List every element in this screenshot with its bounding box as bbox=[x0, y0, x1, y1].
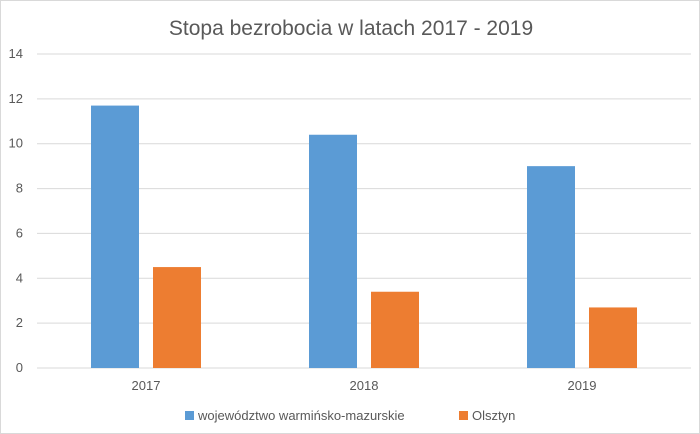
bar-2019-series-0 bbox=[527, 166, 575, 368]
y-axis-ticks: 0 2 4 6 8 10 12 14 bbox=[9, 46, 23, 375]
y-tick-label: 2 bbox=[16, 315, 23, 330]
x-tick-label: 2018 bbox=[350, 378, 379, 393]
bar-2019-series-1 bbox=[589, 307, 637, 368]
x-axis-ticks: 2017 2018 2019 bbox=[132, 378, 597, 393]
x-tick-label: 2017 bbox=[132, 378, 161, 393]
legend-label-0: województwo warmińsko-mazurskie bbox=[197, 408, 405, 423]
y-tick-label: 0 bbox=[16, 360, 23, 375]
gridlines bbox=[37, 53, 691, 369]
y-tick-label: 14 bbox=[9, 46, 23, 61]
bar-2017-series-1 bbox=[153, 267, 201, 368]
chart-title: Stopa bezrobocia w latach 2017 - 2019 bbox=[169, 17, 533, 40]
bar-2018-series-0 bbox=[309, 134, 357, 368]
y-tick-label: 8 bbox=[16, 181, 23, 196]
y-tick-label: 6 bbox=[16, 225, 23, 240]
legend-label-1: Olsztyn bbox=[472, 408, 515, 423]
legend: województwo warmińsko-mazurskie Olsztyn bbox=[185, 408, 515, 423]
bar-2017-series-0 bbox=[91, 105, 139, 368]
y-tick-label: 12 bbox=[9, 91, 23, 106]
bars bbox=[91, 105, 637, 368]
x-tick-label: 2019 bbox=[568, 378, 597, 393]
legend-swatch-1 bbox=[459, 411, 468, 420]
bar-2018-series-1 bbox=[371, 291, 419, 368]
legend-swatch-0 bbox=[185, 411, 194, 420]
y-tick-label: 4 bbox=[16, 270, 23, 285]
y-tick-label: 10 bbox=[9, 136, 23, 151]
